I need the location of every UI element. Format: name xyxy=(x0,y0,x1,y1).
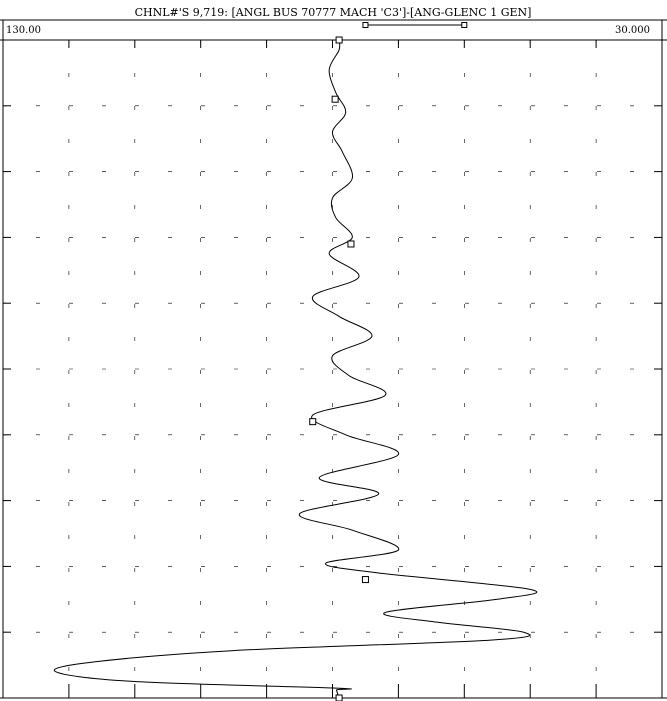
grid xyxy=(3,40,662,698)
value-axis-left-label: 130.00 xyxy=(6,25,41,36)
data-marker xyxy=(335,36,343,44)
data-marker xyxy=(347,240,355,248)
data-marker xyxy=(309,418,317,426)
chart-title: CHNL#'S 9,719: [ANGL BUS 70777 MACH 'C3'… xyxy=(135,6,532,19)
value-axis-right-label: 30.000 xyxy=(615,25,650,36)
data-marker xyxy=(331,95,339,103)
data-marker xyxy=(361,576,369,584)
scale-bar-marker xyxy=(461,22,468,28)
scale-bar-marker xyxy=(362,22,369,28)
scale-bar xyxy=(362,22,468,28)
series-line xyxy=(53,39,538,699)
data-markers xyxy=(309,36,369,701)
data-marker xyxy=(335,694,343,701)
axis-ticks xyxy=(2,40,663,698)
